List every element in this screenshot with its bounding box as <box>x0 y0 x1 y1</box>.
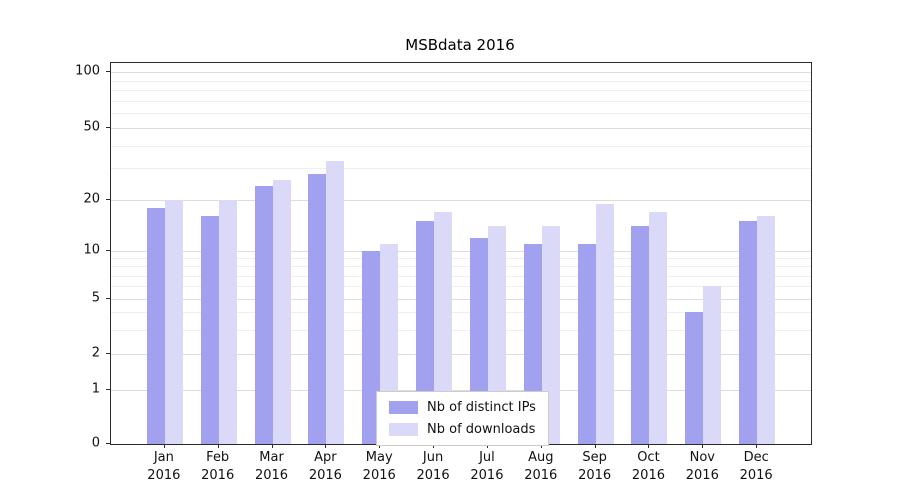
gridline-minor <box>111 312 811 314</box>
bar-distinct-ips-jan <box>146 207 165 444</box>
x-tick-mark <box>594 444 596 448</box>
x-tick-label: May 2016 <box>362 450 396 484</box>
gridline-minor <box>111 286 811 288</box>
bar-distinct-ips-oct <box>631 226 650 444</box>
x-tick-mark <box>540 444 542 448</box>
gridline-minor <box>111 80 811 82</box>
gridline-major <box>111 128 811 130</box>
bar-downloads-feb <box>218 200 237 444</box>
y-tick-mark <box>106 71 110 73</box>
x-tick-mark <box>756 444 758 448</box>
y-tick-mark <box>106 199 110 201</box>
gridline-minor <box>111 258 811 260</box>
y-tick-mark <box>106 388 110 390</box>
legend-swatch-distinct-ips <box>389 401 418 414</box>
gridline-minor <box>111 100 811 102</box>
x-tick-mark <box>325 444 327 448</box>
y-tick-label: 0 <box>91 435 100 451</box>
bar-distinct-ips-mar <box>254 185 273 444</box>
x-tick-label: Jan 2016 <box>147 450 181 484</box>
legend: Nb of distinct IPs Nb of downloads <box>376 391 549 446</box>
x-tick-label: Jun 2016 <box>416 450 450 484</box>
legend-swatch-downloads <box>389 423 418 436</box>
bar-downloads-nov <box>703 286 722 444</box>
gridline-minor <box>111 145 811 147</box>
x-tick-label: Oct 2016 <box>631 450 665 484</box>
bar-downloads-dec <box>757 216 776 444</box>
bar-distinct-ips-dec <box>739 221 758 444</box>
bar-distinct-ips-feb <box>200 216 219 444</box>
gridline-minor <box>111 113 811 115</box>
y-tick-label: 1 <box>91 381 100 397</box>
x-tick-label: Nov 2016 <box>685 450 719 484</box>
x-tick-mark <box>163 444 165 448</box>
gridline-major <box>111 200 811 202</box>
x-tick-label: Sep 2016 <box>578 450 612 484</box>
y-tick-label: 10 <box>83 242 100 258</box>
legend-entry-downloads: Nb of downloads <box>389 422 536 437</box>
gridline-minor <box>111 90 811 92</box>
x-tick-mark <box>486 444 488 448</box>
gridline-minor <box>111 168 811 170</box>
bar-downloads-aug <box>541 226 560 444</box>
bar-distinct-ips-may <box>362 250 381 444</box>
y-tick-label: 2 <box>91 345 100 361</box>
x-tick-mark <box>271 444 273 448</box>
legend-entry-distinct-ips: Nb of distinct IPs <box>389 400 536 415</box>
bar-downloads-apr <box>326 160 345 444</box>
bar-downloads-sep <box>595 203 614 444</box>
bar-distinct-ips-sep <box>577 243 596 444</box>
bar-distinct-ips-apr <box>308 173 327 444</box>
gridline-minor <box>111 275 811 277</box>
x-tick-mark <box>379 444 381 448</box>
gridline-major <box>111 72 811 74</box>
bar-downloads-oct <box>649 212 668 444</box>
plot-area: Nb of distinct IPs Nb of downloads <box>110 62 812 446</box>
y-tick-mark <box>106 249 110 251</box>
legend-label-downloads: Nb of downloads <box>427 422 536 437</box>
x-tick-mark <box>648 444 650 448</box>
x-tick-mark <box>702 444 704 448</box>
bar-downloads-jan <box>164 200 183 444</box>
x-tick-label: Feb 2016 <box>201 450 235 484</box>
gridline-minor <box>111 266 811 268</box>
bar-distinct-ips-jun <box>416 221 435 444</box>
legend-label-distinct-ips: Nb of distinct IPs <box>427 400 536 415</box>
gridline-major <box>111 354 811 356</box>
x-tick-mark <box>433 444 435 448</box>
y-tick-label: 50 <box>83 119 100 135</box>
x-tick-label: Dec 2016 <box>739 450 773 484</box>
bar-distinct-ips-nov <box>685 312 704 444</box>
gridline-major <box>111 250 811 252</box>
gridline-minor <box>111 329 811 331</box>
y-tick-label: 20 <box>83 191 100 207</box>
gridline-major <box>111 298 811 300</box>
y-tick-mark <box>106 297 110 299</box>
y-tick-label: 5 <box>91 290 100 306</box>
x-tick-label: Aug 2016 <box>524 450 558 484</box>
bar-downloads-jun <box>434 212 453 444</box>
gridline-major <box>111 389 811 391</box>
x-tick-label: Jul 2016 <box>470 450 504 484</box>
x-tick-mark <box>217 444 219 448</box>
chart-title: MSBdata 2016 <box>405 36 515 54</box>
y-tick-mark <box>106 443 110 444</box>
bar-downloads-jul <box>487 226 506 444</box>
y-tick-mark <box>106 353 110 355</box>
x-tick-label: Apr 2016 <box>308 450 342 484</box>
y-tick-mark <box>106 127 110 129</box>
x-tick-label: Mar 2016 <box>254 450 289 484</box>
bar-downloads-mar <box>272 179 291 444</box>
y-tick-label: 100 <box>75 63 100 79</box>
